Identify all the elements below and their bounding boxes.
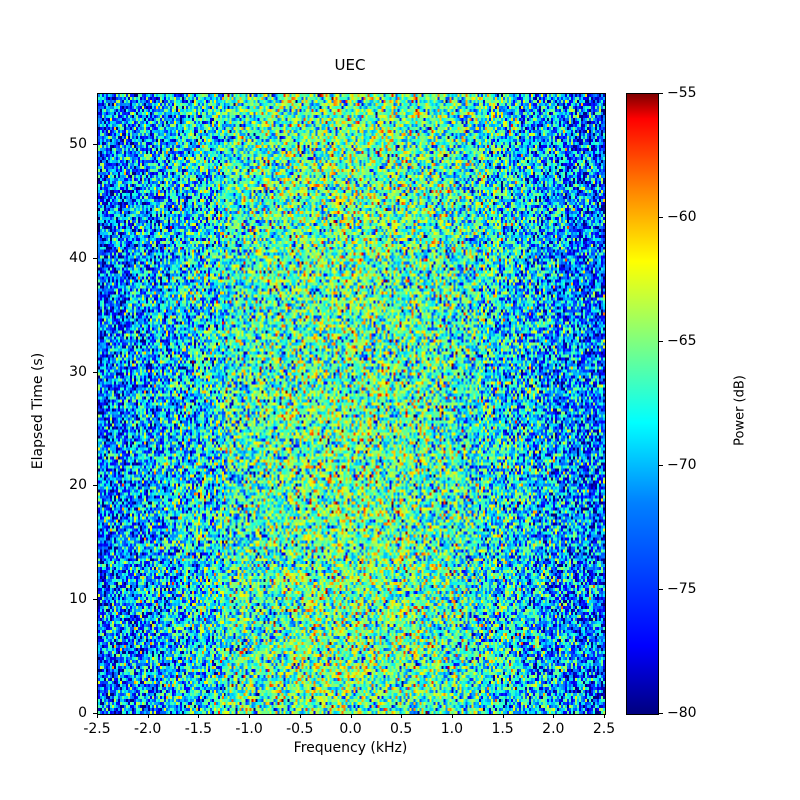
colorbar-gradient (626, 93, 659, 715)
x-tick-label: -2.5 (83, 721, 111, 737)
colorbar-tick-mark (659, 713, 663, 714)
y-axis-label: Elapsed Time (s) (30, 352, 46, 470)
x-tick-label: 2.0 (542, 721, 565, 737)
colorbar-tick-mark (659, 217, 663, 218)
colorbar-tick-label: −70 (667, 457, 697, 473)
y-tick-mark (93, 485, 97, 487)
colorbar-tick-mark (659, 93, 663, 94)
x-tick-label: 1.0 (440, 721, 464, 737)
x-tick-mark (604, 714, 605, 718)
x-tick-mark (451, 714, 453, 718)
y-tick-mark (93, 713, 97, 714)
colorbar-tick-label: −55 (667, 85, 697, 101)
x-tick-mark (553, 714, 555, 718)
colorbar-label: Power (dB) (732, 375, 748, 446)
x-tick-mark (350, 714, 352, 718)
colorbar-tick-mark (659, 465, 663, 466)
y-tick-label: 30 (69, 363, 87, 380)
x-tick-mark (401, 714, 403, 718)
x-axis-label: Frequency (kHz) (293, 740, 408, 756)
y-tick-mark (93, 371, 97, 373)
colorbar-tick-mark (659, 589, 663, 590)
y-tick-mark (93, 257, 97, 259)
x-tick-mark (198, 714, 200, 718)
colorbar-tick-mark (659, 341, 663, 342)
colorbar-tick-label: −75 (667, 581, 697, 597)
x-tick-label: -0.5 (286, 721, 314, 737)
x-tick-mark (249, 714, 251, 718)
x-tick-label: 0.0 (339, 721, 362, 737)
y-tick-mark (93, 144, 97, 146)
y-tick-label: 10 (69, 591, 87, 608)
title-line-station: UEC (334, 56, 366, 74)
x-tick-label: -1.5 (184, 721, 213, 737)
x-tick-mark (97, 714, 98, 718)
x-tick-mark (299, 714, 301, 718)
y-tick-label: 20 (69, 477, 87, 494)
x-tick-label: -2.0 (134, 721, 162, 737)
x-tick-label: 0.5 (390, 721, 413, 737)
x-tick-label: 2.5 (592, 721, 616, 737)
y-tick-label: 0 (78, 705, 87, 721)
colorbar (626, 93, 659, 715)
y-tick-label: 50 (69, 136, 87, 153)
x-tick-mark (502, 714, 504, 718)
colorbar-tick-label: −65 (667, 333, 697, 349)
colorbar-tick-label: −60 (667, 209, 697, 225)
x-tick-label: 1.5 (491, 721, 514, 737)
spectrogram-plot-area (97, 93, 606, 715)
x-tick-label: -1.0 (235, 721, 263, 737)
colorbar-tick-label: −80 (667, 705, 697, 721)
spectrogram-image (98, 94, 605, 714)
y-tick-label: 40 (69, 249, 87, 266)
y-tick-mark (93, 599, 97, 601)
x-tick-mark (147, 714, 149, 718)
